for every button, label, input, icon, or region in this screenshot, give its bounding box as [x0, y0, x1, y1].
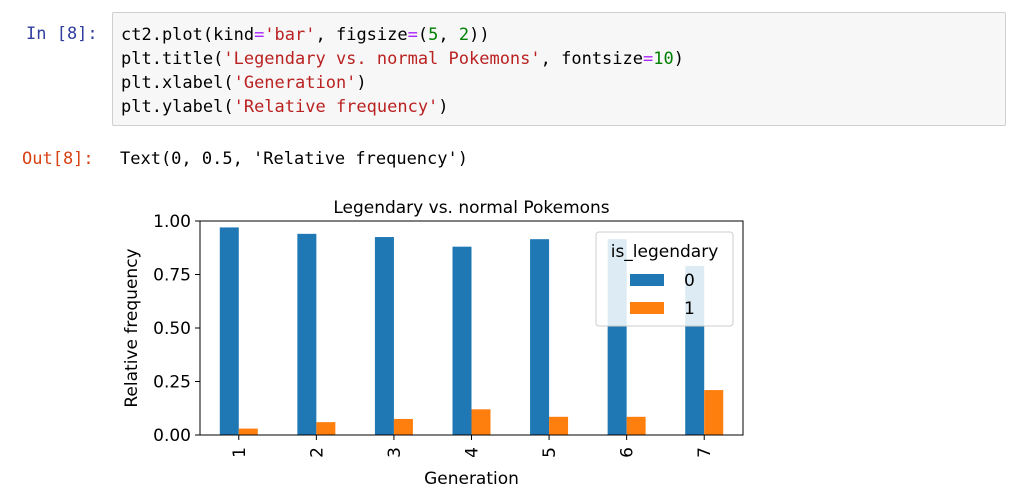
- code-token: 5: [428, 25, 439, 45]
- code-token: plt.title(: [121, 49, 224, 69]
- y-tick-label: 0.00: [153, 426, 191, 446]
- code-line: ct2.plot(kind='bar', figsize=(5, 2)): [121, 23, 684, 47]
- legend-label: 1: [684, 299, 695, 319]
- code-token: ct2.plot(kind: [121, 25, 255, 45]
- x-tick-label: 4: [463, 447, 483, 458]
- code-editor[interactable]: ct2.plot(kind='bar', figsize=(5, 2)) plt.…: [121, 23, 684, 119]
- code-token: ,: [438, 25, 459, 45]
- code-token: =: [643, 49, 654, 69]
- bar-series-1-gen-4: [471, 409, 491, 435]
- legend-swatch-1: [630, 302, 664, 314]
- bar-series-0-gen-3: [374, 237, 394, 435]
- bar-series-0-gen-2: [297, 233, 317, 435]
- code-token: 10: [653, 49, 674, 69]
- code-cell[interactable]: ct2.plot(kind='bar', figsize=(5, 2)) plt.…: [112, 12, 1006, 126]
- code-token: plt.ylabel(: [121, 97, 234, 117]
- plot-frame: [199, 220, 744, 436]
- y-tick-label: 1.00: [153, 212, 191, 232]
- code-token: 'Legendary vs. normal Pokemons': [223, 49, 541, 69]
- code-token: ): [673, 49, 684, 69]
- code-token: =: [407, 25, 418, 45]
- x-tick-label: 1: [230, 447, 250, 458]
- bar-series-1-gen-1: [238, 428, 258, 435]
- legend-swatch-0: [630, 274, 664, 286]
- code-token: , fontsize: [540, 49, 643, 69]
- legend-title: is_legendary: [611, 242, 719, 262]
- x-tick-label: 5: [540, 447, 560, 458]
- x-tick-label: 6: [618, 447, 638, 458]
- x-axis-label: Generation: [424, 469, 519, 489]
- x-tick-label: 7: [695, 447, 715, 458]
- bar-series-0-gen-4: [452, 246, 472, 435]
- chart-title: Legendary vs. normal Pokemons: [333, 198, 609, 218]
- code-token: 'Generation': [233, 73, 357, 93]
- code-line: plt.xlabel('Generation'): [121, 71, 684, 95]
- bar-series-1-gen-2: [316, 422, 336, 435]
- y-tick-label: 0.75: [153, 266, 191, 286]
- code-token: 2: [458, 25, 470, 45]
- code-token: )): [469, 25, 490, 45]
- x-tick-label: 2: [307, 447, 327, 458]
- bar-series-1-gen-3: [393, 418, 413, 435]
- input-prompt: In [8]:: [26, 24, 98, 44]
- code-token: ): [356, 73, 367, 93]
- y-tick-label: 0.25: [153, 373, 191, 393]
- bar-series-1-gen-5: [549, 416, 569, 435]
- code-token: , figsize: [315, 25, 408, 45]
- y-tick-label: 0.50: [153, 319, 191, 339]
- bar-series-1-gen-6: [626, 416, 646, 435]
- x-tick-label: 3: [385, 447, 405, 458]
- output-prompt: Out[8]:: [22, 149, 94, 169]
- output-text: Text(0, 0.5, 'Relative frequency'): [120, 149, 468, 169]
- bar-series-1-gen-7: [704, 390, 724, 435]
- code-line: plt.ylabel('Relative frequency'): [121, 95, 684, 119]
- code-token: =: [254, 25, 265, 45]
- y-axis-label: Relative frequency: [122, 248, 142, 407]
- code-token: plt.xlabel(: [121, 73, 234, 93]
- code-line: plt.title('Legendary vs. normal Pokemons…: [121, 47, 684, 71]
- bar-series-0-gen-1: [219, 227, 239, 435]
- code-token: (: [417, 25, 429, 45]
- code-token: 'bar': [264, 25, 316, 45]
- code-token: 'Relative frequency': [233, 97, 439, 117]
- bar-series-0-gen-5: [530, 239, 550, 435]
- legend-label: 0: [684, 271, 695, 291]
- code-token: ): [438, 97, 449, 117]
